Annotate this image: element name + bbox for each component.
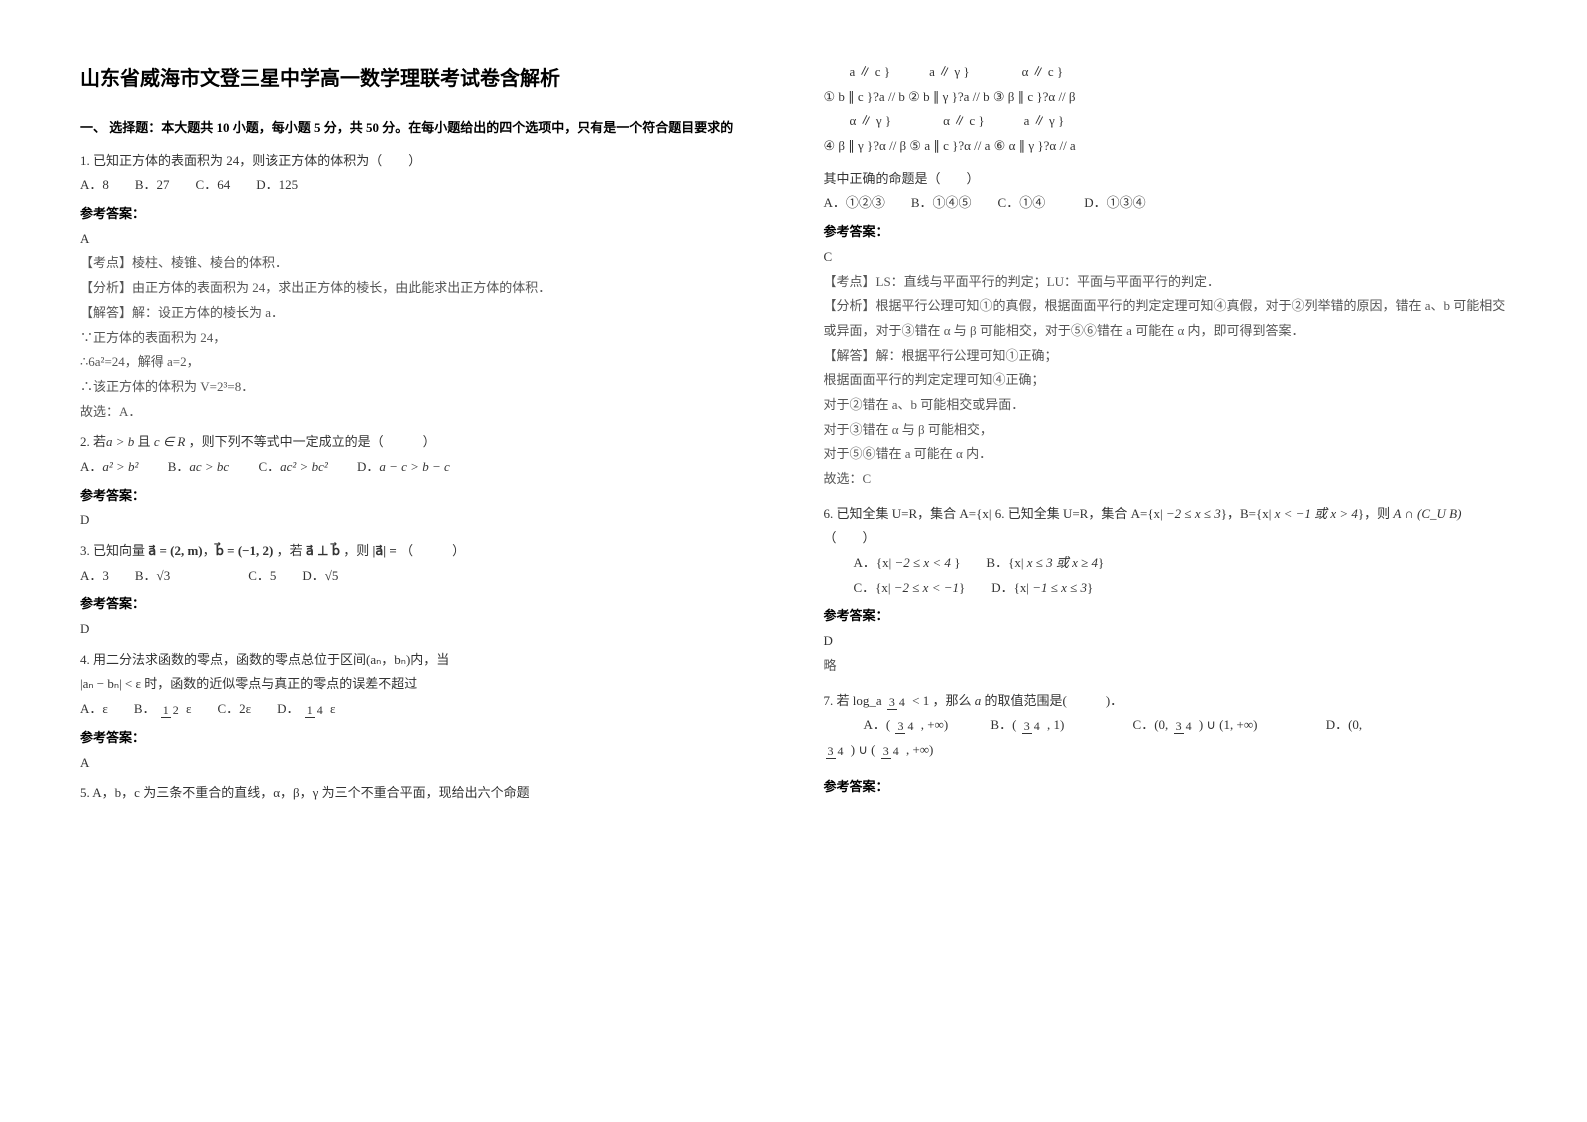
q5-kp: 【考点】LS：直线与平面平行的判定；LU：平面与平面平行的判定． [824,270,1508,295]
q5-jd1: 【解答】解：根据平行公理可知①正确； [824,344,1508,369]
q7-stem: 7. 若 log_a 34 < 1 ，那么 a 的取值范围是( )． [824,689,1508,714]
question-5: 5. A，b，c 为三条不重合的直线，α，β，γ 为三个不重合平面，现给出六个命… [80,781,764,806]
q1-fenxi: 【分析】由正方体的表面积为 24，求出正方体的棱长，由此能求出正方体的体积． [80,276,764,301]
doc-title: 山东省威海市文登三星中学高一数学理联考试卷含解析 [80,60,764,98]
q6-options-cd: C．{x| −2 ≤ x < −1} D．{x| −1 ≤ x ≤ 3} [824,576,1508,601]
q5-fx: 【分析】根据平行公理可知①的真假，根据面面平行的判定定理可知④真假，对于②列举错… [824,294,1508,343]
q1-jd5: 故选：A． [80,400,764,425]
q2-options: A．a² > b² B．ac > bc C．ac² > bc² D．a − c … [80,455,764,480]
answer-label: 参考答案： [80,592,764,617]
q1-kaodian: 【考点】棱柱、棱锥、棱台的体积． [80,251,764,276]
question-1: 1. 已知正方体的表面积为 24，则该正方体的体积为（ ） A．8 B．27 C… [80,149,764,425]
fraction-quarter: 14 [305,704,325,716]
question-6: 6. 已知全集 U=R，集合 A={x| 6. 已知全集 U=R，集合 A={x… [824,502,1508,679]
q3-answer: D [80,617,764,642]
answer-label: 参考答案： [80,726,764,751]
q5-stem: 5. A，b，c 为三条不重合的直线，α，β，γ 为三个不重合平面，现给出六个命… [80,781,764,806]
question-3: 3. 已知向量 a⃗ = (2, m)，b⃗ = (−1, 2) ，若 a⃗ ⊥… [80,539,764,642]
q7-option-d-cont: 34 ) ∪ ( 34 , +∞) [824,738,1508,763]
q4-answer: A [80,751,764,776]
q4-line1: 4. 用二分法求函数的零点，函数的零点总位于区间(aₙ，bₙ)内，当 [80,648,764,673]
right-column: a ∥ c } a ∥ γ } α ∥ c } ① b ∥ c }?a // b… [824,60,1508,812]
q1-jd3: ∴6a²=24，解得 a=2， [80,350,764,375]
left-column: 山东省威海市文登三星中学高一数学理联考试卷含解析 一、 选择题：本大题共 10 … [80,60,764,812]
q1-answer: A [80,227,764,252]
question-2: 2. 若a > b 且 c ∈ R ，则下列不等式中一定成立的是（ ） A．a²… [80,430,764,533]
q6-stem: 6. 已知全集 U=R，集合 A={x| 6. 已知全集 U=R，集合 A={x… [824,502,1508,551]
q1-jd1: 【解答】解：设正方体的棱长为 a． [80,301,764,326]
answer-label: 参考答案： [80,484,764,509]
fraction-half: 12 [161,704,181,716]
section-1-header: 一、 选择题：本大题共 10 小题，每小题 5 分，共 50 分。在每小题给出的… [80,116,764,141]
q6-options-ab: A．{x| −2 ≤ x < 4 } B．{x| x ≤ 3 或 x ≥ 4} [824,551,1508,576]
question-7: 7. 若 log_a 34 < 1 ，那么 a 的取值范围是( )． A．( 3… [824,689,1508,800]
question-4: 4. 用二分法求函数的零点，函数的零点总位于区间(aₙ，bₙ)内，当 |aₙ −… [80,648,764,775]
q2-stem: 2. 若a > b 且 c ∈ R ，则下列不等式中一定成立的是（ ） [80,430,764,455]
q5-answer: C [824,245,1508,270]
answer-label: 参考答案： [824,604,1508,629]
q5-jd2: 根据面面平行的判定定理可知④正确； [824,368,1508,393]
q5-props: a ∥ c } a ∥ γ } α ∥ c } ① b ∥ c }?a // b… [824,60,1508,159]
q2-answer: D [80,508,764,533]
q5-stem2: 其中正确的命题是（ ） [824,167,1508,192]
q4-options: A．ε B． 12 ε C．2ε D． 14 ε [80,697,764,722]
answer-label: 参考答案： [80,202,764,227]
q3-options: A．3 B．√3 C．5 D．√5 [80,564,764,589]
q1-stem: 1. 已知正方体的表面积为 24，则该正方体的体积为（ ） [80,149,764,174]
answer-label: 参考答案： [824,775,1508,800]
q1-jd4: ∴该正方体的体积为 V=2³=8． [80,375,764,400]
q4-line2: |aₙ − bₙ| < ε 时，函数的近似零点与真正的零点的误差不超过 [80,672,764,697]
q5-row4: ④ β ∥ γ }?α // β ⑤ a ∥ c }?α // a ⑥ α ∥ … [824,134,1508,159]
q6-answer: D [824,629,1508,654]
q5-jd5: 对于⑤⑥错在 a 可能在 α 内． [824,442,1508,467]
q5-options: A．①②③ B．①④⑤ C．①④ D．①③④ [824,191,1508,216]
q5-jd6: 故选：C [824,467,1508,492]
q5-row2: ① b ∥ c }?a // b ② b ∥ γ }?a // b ③ β ∥ … [824,85,1508,110]
q5-jd3: 对于②错在 a、b 可能相交或异面． [824,393,1508,418]
q7-options: A．( 34 , +∞) B．( 34 , 1) C．(0, 34 ) ∪ (1… [824,713,1508,738]
q5-jd4: 对于③错在 α 与 β 可能相交， [824,418,1508,443]
q1-options: A．8 B．27 C．64 D．125 [80,173,764,198]
q3-stem: 3. 已知向量 a⃗ = (2, m)，b⃗ = (−1, 2) ，若 a⃗ ⊥… [80,539,764,564]
q1-jd2: ∵正方体的表面积为 24， [80,326,764,351]
q6-note: 略 [824,654,1508,679]
answer-label: 参考答案： [824,220,1508,245]
fraction-34: 34 [887,696,907,708]
